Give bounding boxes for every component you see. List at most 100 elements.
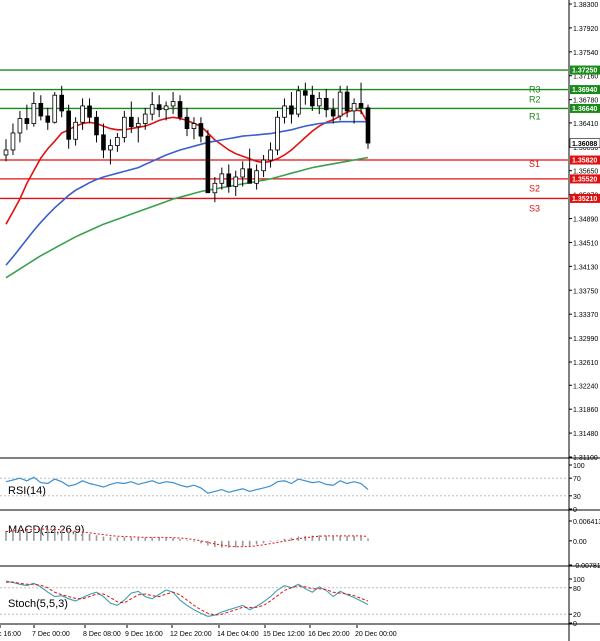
candle-body [94, 116, 99, 136]
price-tick-label: 1.34890 [573, 217, 598, 224]
candle-body [177, 101, 183, 118]
price-tick-label: 1.31100 [573, 455, 598, 462]
indicator-tick-label: -0.007819 [573, 563, 600, 570]
level-price-label-s3: 1.35210 [572, 196, 597, 203]
candle-body [101, 134, 106, 151]
indicator-tick-label: 0.00 [573, 539, 587, 546]
price-tick-label: 1.36780 [573, 98, 598, 105]
price-tick-label: 1.33370 [573, 312, 598, 319]
level-name-s2: S2 [529, 183, 540, 193]
candle-body [142, 113, 148, 124]
stoch-panel: 100 80 20 0 Stoch(5,5,3) [0, 577, 600, 628]
level-name-s1: S1 [529, 159, 540, 169]
candle-body [156, 104, 162, 111]
candle-body [184, 116, 190, 129]
level-price-label-s1: 1.35820 [572, 158, 597, 165]
candle-body [38, 103, 44, 117]
candle-body [80, 105, 85, 123]
candle-body [289, 105, 294, 115]
price-tick-label: 1.31860 [573, 407, 598, 414]
series-line-medium-ma [5, 120, 368, 266]
indicator-tick-label: 100 [573, 463, 585, 470]
candle-body [135, 123, 141, 128]
indicator-tick-label: 70 [573, 476, 581, 483]
candle-body [365, 107, 371, 144]
indicator-tick-label: 20 [573, 612, 581, 619]
indicator-tick-label: 100 [573, 577, 585, 584]
time-tick-label: 7 Dec 00:00 [32, 631, 70, 638]
level-price-tag-r1 [570, 103, 600, 113]
stoch-main-line [5, 580, 369, 617]
candle-body [73, 121, 78, 140]
time-tick-label: 14 Dec 04:00 [217, 631, 259, 638]
candle-body [344, 91, 350, 112]
candle-body [128, 116, 134, 128]
candle-body [66, 110, 71, 140]
candle-body [115, 136, 120, 146]
price-tick-label: 1.35650 [573, 169, 598, 176]
candle-body [198, 123, 204, 137]
level-price-tag-r2 [570, 85, 600, 95]
current-price-label: 1.36088 [572, 141, 597, 148]
level-name-r2: R2 [529, 95, 541, 105]
indicator-label: RSI(14) [8, 485, 46, 497]
macd-signal-line [5, 528, 369, 548]
candle-body [3, 149, 9, 156]
current-price-tag [569, 138, 600, 148]
level-price-tag-s3 [570, 193, 600, 203]
level-name-r1: R1 [529, 112, 541, 122]
candle-body [330, 109, 336, 117]
price-tick-label: 1.32240 [573, 383, 598, 390]
indicator-tick-label: 0.006413 [573, 519, 600, 526]
indicator-tick-label: 80 [573, 586, 581, 593]
candle-body [233, 176, 239, 187]
price-tick-label: 1.33750 [573, 288, 598, 295]
level-price-tag-r3 [570, 65, 600, 75]
price-tick-label: 1.34130 [573, 264, 598, 271]
stoch-signal-line [6, 581, 369, 616]
candle-body [282, 105, 287, 118]
candle-body [351, 103, 357, 112]
candle-body [45, 115, 51, 123]
price-tick-label: 1.38300 [573, 2, 598, 9]
candle-body [149, 104, 155, 115]
candle-body [31, 103, 37, 124]
candle-body [358, 103, 364, 109]
candle-body [212, 182, 218, 194]
indicator-tick-label: 0 [573, 621, 577, 628]
candle-body [275, 116, 280, 151]
level-price-label-r1: 1.36640 [572, 106, 597, 113]
price-tick-label: 1.34510 [573, 240, 598, 247]
rsi-line [5, 476, 369, 494]
candle-body [261, 159, 266, 172]
candle-body [316, 97, 322, 107]
level-price-label-s2: 1.35520 [572, 177, 597, 184]
candle-body [219, 173, 225, 184]
price-tick-label: 1.37920 [573, 26, 598, 33]
candle-body [108, 145, 113, 151]
candle-body [87, 105, 92, 118]
candle-body [52, 94, 58, 123]
rsi-panel: 100 70 30 0 RSI(14) [0, 463, 600, 514]
candle-body [17, 118, 23, 134]
candle-body [337, 91, 343, 117]
time-tick-label: 12 Dec 20:00 [170, 631, 212, 638]
candle-body [323, 97, 329, 111]
price-tick-label: 1.37160 [573, 74, 598, 81]
candle-body [205, 135, 211, 194]
candle-body [163, 105, 169, 111]
price-tick-label: 1.36030 [573, 145, 598, 152]
candle-body [59, 94, 65, 112]
time-tick-label: 8 Dec 08:00 [83, 631, 121, 638]
series-line-long-ma [5, 156, 369, 279]
price-tick-label: 1.37540 [573, 50, 598, 57]
level-price-label-r2: 1.36940 [572, 87, 597, 94]
candle-body [122, 116, 127, 138]
candle-body [268, 149, 273, 161]
price-tick-label: 1.36410 [573, 121, 598, 128]
candle-body [170, 101, 176, 107]
candle-body [254, 170, 259, 184]
